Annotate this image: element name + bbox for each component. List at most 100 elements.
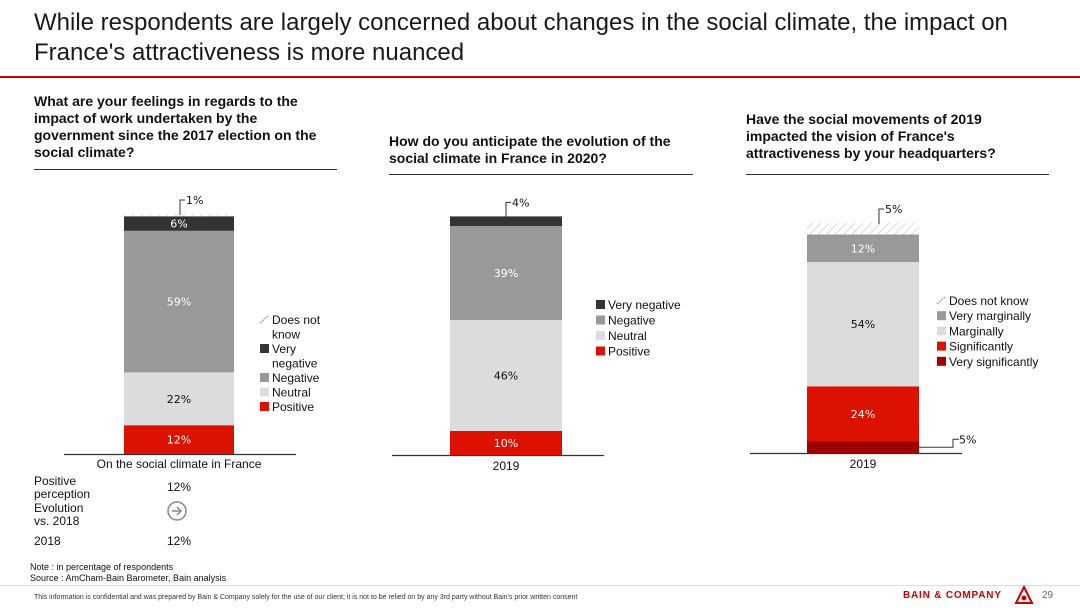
chart-1-legend-neutral-swatch (260, 387, 269, 397)
chart-3-bar-significantly (807, 386, 919, 442)
chart-2-legend-neutral-swatch (596, 331, 605, 340)
chart-2-bar-neutral (450, 320, 562, 431)
chart-1-question: What are your feelings in regards to the… (34, 93, 317, 160)
chart-1-legend-positive: Positive (260, 400, 314, 414)
chart-2-legend-neutral-text: Neutral (608, 329, 647, 343)
table-row-positive-perception-value: 12% (167, 480, 192, 494)
chart-3-legend-significantly-text: Significantly (949, 340, 1013, 354)
chart-1-legend-positive-swatch (260, 402, 269, 411)
chart-3-legend-very-marginally: Very marginally (937, 309, 1031, 323)
amcham-logo-icon (1014, 585, 1034, 604)
chart-2-bar-very-negative (450, 216, 562, 227)
charts-canvas: On the social climate in France 12% 22% 59%… (64, 194, 1038, 473)
chart-3-bar-does-not-know-label: 5% (885, 203, 902, 216)
chart-1-bar-neutral (124, 372, 234, 426)
chart-3-legend-does-not-know-swatch (936, 296, 946, 305)
arrow-right-circle-icon (167, 501, 187, 521)
chart-2-question: How do you anticipate the evolution of t… (389, 133, 671, 166)
chart-3-bar-very-marginally (807, 234, 919, 263)
chart-3-bar-does-not-know-callout-line (878, 208, 884, 224)
chart-1-category-label: On the social climate in France (97, 457, 262, 471)
chart-3-bar-marginally (807, 262, 919, 387)
chart-2-legend-negative-text: Negative (608, 314, 656, 328)
chart-1-bar-very-negative-label: 6% (170, 218, 187, 231)
chart-1-legend-neutral: Neutral (260, 386, 311, 400)
page-number: 29 (1042, 590, 1054, 601)
chart-2-legend-positive-text: Positive (608, 345, 650, 359)
chart-2-legend-very-negative-swatch (596, 300, 605, 309)
chart-1-legend-negative: Negative (260, 371, 320, 385)
chart-3-legend-marginally-swatch (937, 326, 946, 336)
table-row-2018-value: 12% (167, 534, 192, 548)
chart-3-category-label: 2019 (850, 457, 877, 471)
chart-1: On the social climate in France 12% 22% 59%… (64, 194, 321, 471)
chart-3-legend-very-marginally-text: Very marginally (949, 309, 1031, 323)
chart-1-legend-negative-swatch (260, 373, 269, 382)
chart-2: 2019 10% 46% 39% 4% Very negative NegativeNeut… (392, 196, 681, 473)
chart-3-bar-very-significantly-callout-line (919, 438, 959, 448)
chart-3-legend-significantly-swatch (937, 341, 946, 351)
chart-3-legend-marginally: Marginally (937, 324, 1004, 338)
chart-3-legend-does-not-know: Does not know (936, 294, 1029, 308)
chart-1-bar-neutral-label: 22% (167, 393, 191, 406)
chart-2-bar-negative-label: 39% (494, 267, 518, 280)
chart-2-legend-very-negative: Very negative (596, 298, 681, 312)
chart-1-bar-does-not-know-callout-line (179, 199, 185, 215)
chart-2-legend-negative-swatch (596, 315, 605, 325)
chart-3-bar-very-significantly-label: 5% (959, 433, 976, 446)
slide-title: While respondents are largely concerned … (34, 9, 1008, 66)
footer-divider (0, 585, 1080, 586)
chart-2-legend-positive-swatch (596, 346, 605, 356)
chart-2-bar-very-negative-label: 4% (512, 196, 529, 209)
chart-3-bar-does-not-know (807, 223, 919, 235)
chart-1-bar-does-not-know-label: 1% (186, 194, 203, 207)
chart-3-bar-marginally-label: 54% (851, 318, 875, 331)
chart-3-legend-very-significantly-text: Very significantly (949, 355, 1038, 369)
chart-1-legend-very-negative-swatch (260, 344, 269, 353)
chart-1-legend-negative-text: Negative (272, 371, 320, 385)
chart-2-legend-positive: Positive (596, 345, 650, 359)
chart-1-legend-does-not-know-text: know (272, 328, 300, 342)
chart-1-bar-does-not-know (124, 214, 234, 217)
chart-2-bar-very-negative-callout-line (505, 201, 511, 218)
chart-3-legend-very-significantly: Very significantly (937, 355, 1038, 369)
chart-2-legend-negative: Negative (596, 314, 656, 328)
chart-1-legend-neutral-text: Neutral (272, 386, 311, 400)
chart-3-question-rule (746, 174, 1049, 175)
chart-1-bar-positive-label: 12% (167, 434, 191, 447)
chart-3-bar-very-significantly (807, 441, 919, 453)
chart-3-bar-very-marginally-label: 12% (851, 242, 875, 255)
chart-3-bar-significantly-label: 24% (851, 408, 875, 421)
chart-1-bar-negative-label: 59% (167, 296, 191, 309)
table-row-positive-perception-label: Positive perception (34, 474, 91, 501)
chart-1-legend-does-not-know-swatch (259, 315, 269, 324)
footnote: Note : in percentage of respondents Sour… (30, 562, 226, 584)
disclaimer: This information is confidential and was… (34, 594, 578, 601)
chart-1-legend-does-not-know-text: Does not (272, 313, 321, 327)
chart-2-bar-positive (450, 430, 562, 455)
table-row-2018-label: 2018 (34, 534, 61, 548)
title-divider (0, 76, 1080, 78)
chart-1-legend-positive-text: Positive (272, 400, 314, 414)
chart-2-category-label: 2019 (493, 459, 520, 473)
note-text: Note : in percentage of respondents (30, 562, 174, 572)
chart-2-bar-positive-label: 10% (494, 437, 518, 450)
chart-2-bar-negative (450, 226, 562, 321)
chart-1-bar-negative (124, 230, 234, 373)
chart-3-legend-significantly: Significantly (937, 340, 1013, 354)
source-text: Source : AmCham-Bain Barometer, Bain ana… (30, 573, 227, 583)
chart-1-legend-very-negative-text: Very (272, 342, 296, 356)
chart-1-question-rule (34, 169, 337, 170)
chart-3-legend-very-significantly-swatch (937, 356, 946, 366)
table-row-evolution-label: Evolution vs. 2018 (34, 501, 84, 528)
brand-logo-text: BAIN & COMPANY (903, 590, 1002, 601)
chart-1-legend-very-negative-text: negative (272, 357, 318, 371)
chart-1-bar-very-negative (124, 216, 234, 231)
chart-3-legend-does-not-know-text: Does not know (949, 294, 1029, 308)
chart-3-legend-marginally-text: Marginally (949, 324, 1004, 338)
chart-2-question-rule (389, 174, 693, 175)
chart-2-legend-neutral: Neutral (596, 329, 647, 343)
